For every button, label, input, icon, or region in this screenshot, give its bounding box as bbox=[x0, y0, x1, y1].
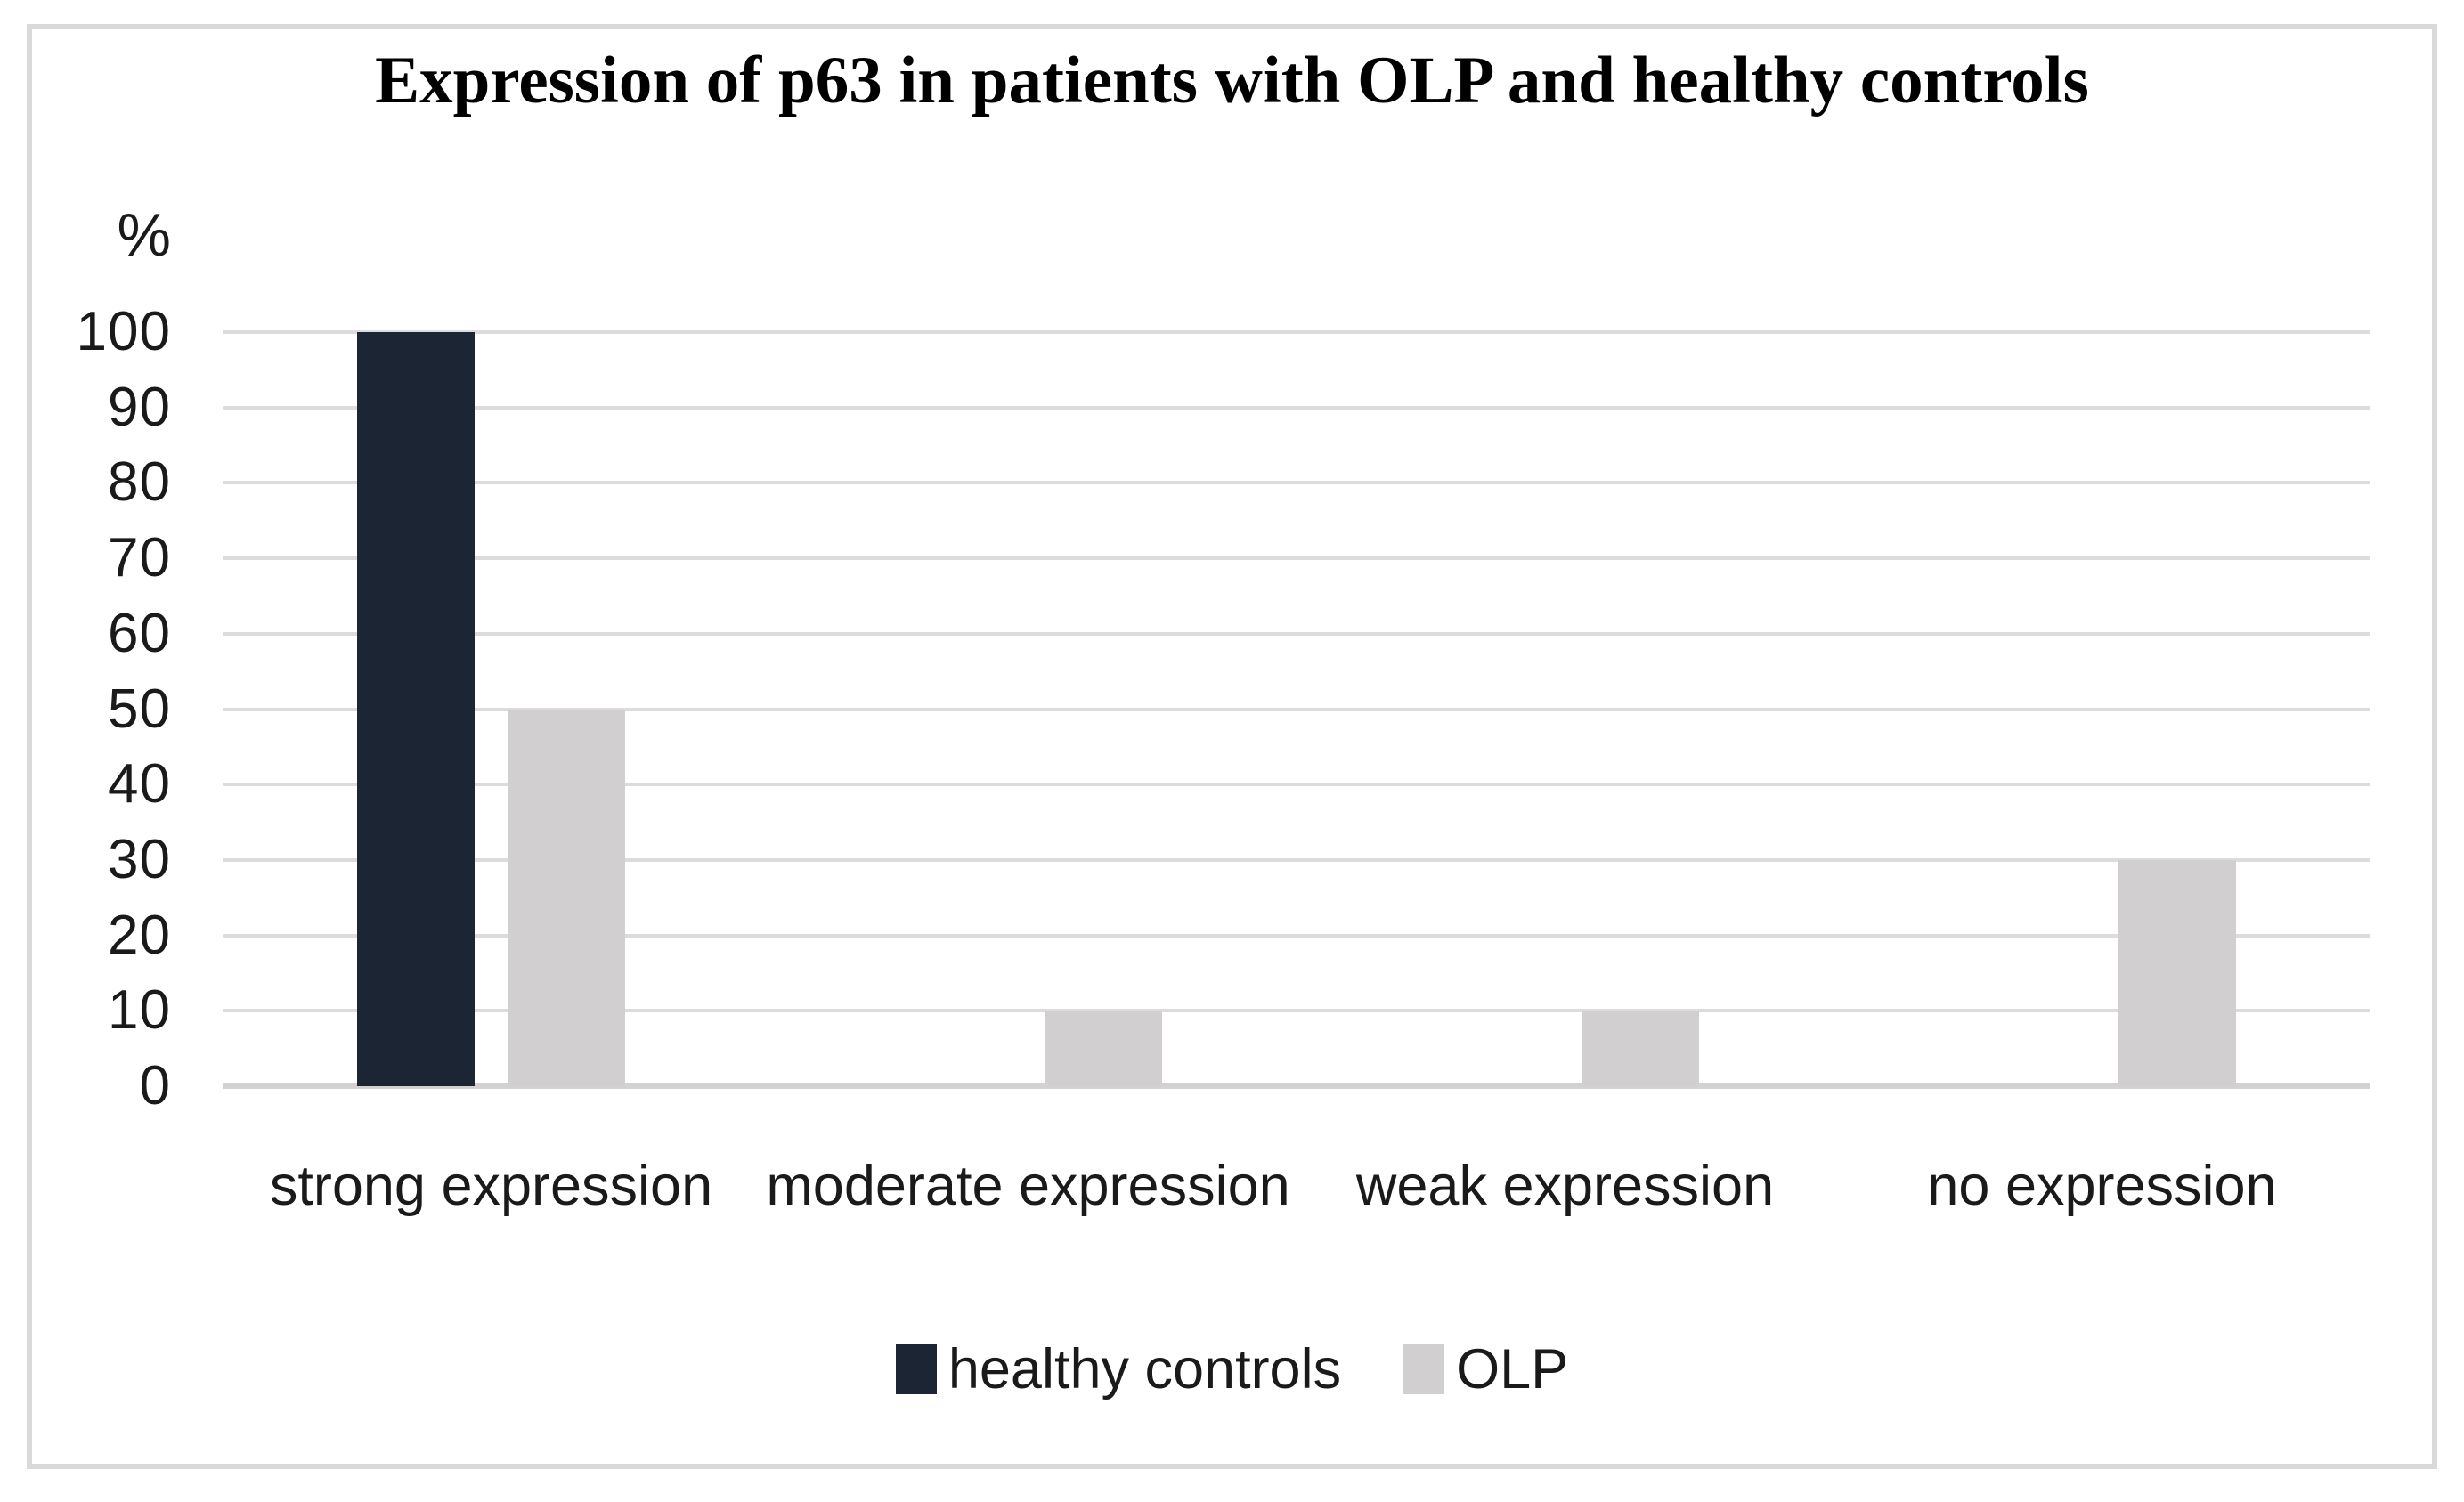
bar-olp-strong-expression bbox=[508, 709, 625, 1086]
y-axis-label: % bbox=[117, 201, 171, 269]
legend-label-healthy-controls: healthy controls bbox=[947, 1338, 1342, 1401]
gridline-30 bbox=[223, 857, 2370, 862]
x-category-label-moderate-expression: moderate expression bbox=[766, 1155, 1290, 1217]
y-tick-label-80: 80 bbox=[108, 451, 171, 514]
gridline-60 bbox=[223, 631, 2370, 636]
gridline-70 bbox=[223, 556, 2370, 561]
bar-olp-moderate-expression bbox=[1045, 1011, 1162, 1086]
y-tick-label-90: 90 bbox=[108, 376, 171, 438]
gridlines bbox=[223, 330, 2370, 1089]
category-group-no-expression bbox=[1834, 332, 2370, 1086]
gridline-50 bbox=[223, 707, 2370, 711]
x-category-label-no-expression: no expression bbox=[1927, 1155, 2277, 1217]
gridline-40 bbox=[223, 783, 2370, 787]
legend-item-healthy-controls: healthy controls bbox=[895, 1337, 1342, 1401]
x-axis-baseline bbox=[223, 1083, 2370, 1089]
category-group-moderate-expression bbox=[760, 332, 1297, 1086]
bar-olp-weak-expression bbox=[1582, 1011, 1699, 1086]
y-tick-label-0: 0 bbox=[139, 1055, 171, 1116]
y-axis-ticks: 0 10 20 30 40 50 60 70 80 90 100 bbox=[0, 304, 171, 1114]
bars-layer bbox=[223, 332, 2370, 1086]
gridline-80 bbox=[223, 481, 2370, 485]
legend-swatch-olp bbox=[1403, 1344, 1445, 1394]
legend-label-olp: OLP bbox=[1456, 1338, 1569, 1401]
y-tick-label-20: 20 bbox=[108, 904, 171, 966]
bar-healthy-controls-strong-expression bbox=[357, 332, 475, 1086]
gridline-20 bbox=[223, 933, 2370, 938]
gridline-90 bbox=[223, 405, 2370, 410]
category-group-weak-expression bbox=[1297, 332, 1834, 1086]
y-tick-label-10: 10 bbox=[108, 979, 171, 1042]
gridline-10 bbox=[223, 1009, 2370, 1013]
chart-title: Expression of p63 in patients with OLP a… bbox=[375, 44, 2089, 118]
y-tick-label-70: 70 bbox=[108, 527, 171, 589]
x-category-label-weak-expression: weak expression bbox=[1355, 1155, 1775, 1217]
y-tick-label-60: 60 bbox=[108, 602, 171, 664]
y-tick-label-30: 30 bbox=[108, 828, 171, 890]
y-tick-label-100: 100 bbox=[76, 301, 171, 362]
x-axis-labels: strong expression moderate expression weak… bbox=[223, 1154, 2370, 1218]
x-category-label-strong-expression: strong expression bbox=[269, 1155, 713, 1217]
bar-olp-no-expression bbox=[2118, 859, 2236, 1086]
plot-area bbox=[223, 330, 2370, 1089]
legend-swatch-healthy-controls bbox=[895, 1344, 937, 1394]
gridline-100 bbox=[223, 330, 2370, 334]
category-group-strong-expression bbox=[223, 332, 760, 1086]
legend-item-olp: OLP bbox=[1403, 1337, 1568, 1401]
legend: healthy controls OLP bbox=[27, 1337, 2437, 1401]
y-tick-label-50: 50 bbox=[108, 678, 171, 740]
y-tick-label-40: 40 bbox=[108, 753, 171, 816]
